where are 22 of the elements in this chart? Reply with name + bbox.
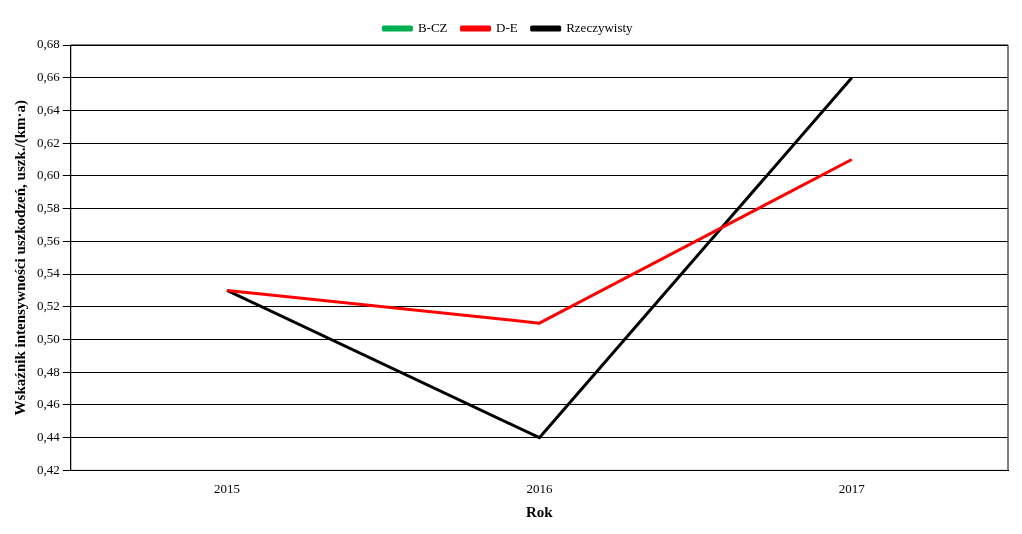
x-axis-title: Rok (526, 503, 554, 520)
y-tick-label: 0,64 (37, 101, 61, 117)
y-tick-label: 0,44 (37, 429, 61, 445)
legend-label: D-E (496, 19, 518, 35)
y-tick-label: 0,60 (37, 167, 60, 183)
x-tick-label: 2016 (526, 480, 553, 496)
y-tick-label: 0,42 (37, 461, 60, 477)
x-tick-label: 2017 (838, 480, 866, 496)
y-tick-label: 0,50 (37, 330, 60, 346)
y-axis-title: Wskaźnik intensywności uszkodzeń, uszk./(km·a) (11, 99, 29, 416)
y-tick-label: 0,48 (37, 363, 60, 379)
legend-label: B-CZ (417, 19, 448, 35)
y-tick-label: 0,56 (37, 232, 61, 248)
y-tick-label: 0,52 (37, 298, 60, 314)
y-tick-label: 0,68 (37, 36, 60, 52)
y-tick-label: 0,54 (37, 265, 61, 281)
y-tick-label: 0,46 (37, 396, 61, 412)
y-tick-label: 0,58 (37, 200, 60, 216)
x-tick-label: 2015 (213, 480, 240, 496)
y-tick-label: 0,66 (37, 69, 61, 85)
y-tick-label: 0,62 (37, 134, 60, 150)
legend-label: Rzeczywisty (566, 19, 634, 35)
